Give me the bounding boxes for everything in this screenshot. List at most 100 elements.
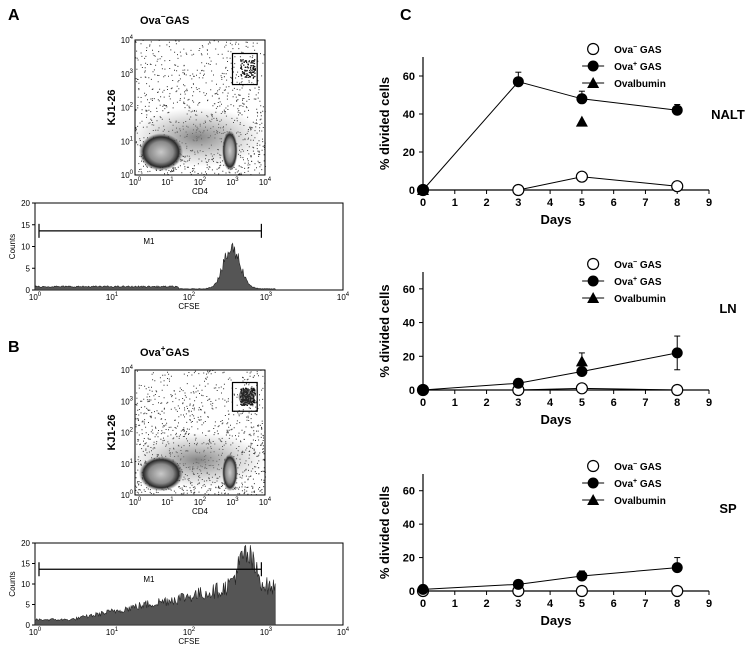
histogram-frame — [34, 202, 344, 291]
histogram-y-tick-label: 10 — [21, 243, 30, 252]
log-tick-label: 100 — [121, 490, 134, 500]
y-tick-label: 40 — [403, 318, 415, 330]
log-tick-label: 103 — [260, 292, 273, 302]
log-tick-label: 104 — [259, 497, 272, 507]
population-cd4-pos — [222, 453, 238, 492]
x-tick-label: 3 — [515, 397, 521, 409]
x-tick-label: 3 — [515, 197, 521, 209]
histogram-y-tick-label: 0 — [26, 286, 31, 295]
series-line — [422, 352, 678, 391]
marker-filled-circle — [417, 583, 429, 595]
log-tick-label: 101 — [121, 136, 134, 146]
marker-filled-triangle — [587, 77, 600, 88]
x-tick-label: 0 — [420, 598, 426, 610]
y-tick-label: 60 — [403, 71, 415, 83]
marker-filled-circle — [587, 60, 599, 72]
log-tick-label: 102 — [121, 428, 134, 438]
y-tick-label: 60 — [403, 284, 415, 296]
line-chart-ln: 0 1 2 3 4 5 6 7 8 9 0 20 40 60 Days % divided cells LN Ov… — [377, 257, 737, 427]
marker-open-circle — [671, 180, 684, 193]
histogram-y-tick-label: 20 — [21, 199, 30, 208]
marker-filled-circle — [512, 578, 524, 590]
dotplot-frame — [134, 369, 266, 496]
x-tick-label: 8 — [674, 197, 680, 209]
log-tick-label: 101 — [106, 292, 119, 302]
y-tick-label: 40 — [403, 109, 415, 121]
marker-filled-triangle — [417, 184, 429, 195]
x-tick-label: 1 — [452, 197, 458, 209]
gated-cluster — [240, 59, 256, 79]
marker-open-circle — [671, 584, 684, 598]
line-chart-nalt: 0 1 2 3 4 5 6 7 8 9 0 20 40 60 Days % divided cells NALT… — [377, 42, 745, 227]
marker-filled-circle — [417, 384, 429, 396]
log-tick-label: 101 — [161, 177, 174, 187]
y-tick-label: 0 — [409, 185, 415, 197]
panel-label-a: A — [8, 7, 20, 24]
y-axis-label: % divided cells — [377, 486, 392, 579]
histogram-y-tick-label: 5 — [26, 601, 31, 610]
tissue-label: NALT — [711, 107, 745, 122]
marker-open-circle — [587, 42, 600, 56]
histogram-y-tick-label: 15 — [21, 221, 30, 230]
log-tick-label: 100 — [121, 170, 134, 180]
marker-filled-triangle — [587, 292, 600, 303]
x-tick-label: 4 — [547, 598, 554, 610]
y-tick-label: 60 — [403, 486, 415, 498]
legend-label: Ovalbumin — [614, 79, 666, 90]
log-tick-label: 103 — [226, 497, 239, 507]
gated-cluster-core — [238, 388, 254, 405]
x-tick-label: 0 — [420, 197, 426, 209]
legend-label: Ova+ GAS — [614, 61, 662, 73]
x-tick-label: 7 — [642, 197, 648, 209]
log-tick-label: 103 — [226, 177, 239, 187]
marker-filled-circle — [576, 570, 588, 582]
x-tick-label: 8 — [674, 598, 680, 610]
histogram-x-label: CFSE — [178, 637, 199, 646]
legend-label: Ova− GAS — [614, 44, 662, 56]
log-tick-label: 102 — [183, 292, 196, 302]
marker-filled-circle — [587, 477, 599, 489]
panel-a-title: Ova−GAS — [140, 12, 189, 27]
marker-filled-triangle — [575, 355, 588, 367]
x-axis-label: Days — [540, 412, 571, 427]
dotplot-frame — [134, 39, 266, 176]
marker-m1-label: M1 — [143, 575, 155, 584]
marker-open-circle — [512, 183, 525, 197]
dotplot-y-label: KJ1-26 — [106, 89, 118, 125]
panel-b-title: Ova+GAS — [140, 344, 189, 359]
x-tick-label: 4 — [547, 197, 554, 209]
log-tick-label: 102 — [194, 497, 207, 507]
x-tick-label: 1 — [452, 598, 458, 610]
y-tick-label: 0 — [409, 385, 415, 397]
legend-label: Ovalbumin — [614, 496, 666, 507]
x-tick-label: 6 — [611, 598, 617, 610]
y-tick-label: 20 — [403, 147, 415, 159]
log-tick-label: 104 — [337, 292, 350, 302]
x-tick-label: 6 — [611, 397, 617, 409]
x-tick-label: 9 — [706, 397, 712, 409]
log-tick-label: 101 — [121, 459, 134, 469]
legend-label: Ovalbumin — [614, 294, 666, 305]
histogram-distribution — [34, 242, 276, 291]
dotplot-y-label: KJ1-26 — [106, 414, 118, 450]
x-tick-label: 2 — [483, 197, 489, 209]
histogram-b: 0 5 10 15 20 Counts 100 101 102 103 104 CFSE M1 — [8, 539, 350, 646]
marker-filled-triangle — [587, 494, 600, 505]
marker-open-circle — [575, 382, 588, 395]
x-tick-label: 5 — [579, 197, 585, 209]
series-line — [422, 567, 678, 590]
panel-label-c: C — [400, 7, 412, 24]
histogram-distribution — [34, 544, 276, 626]
histogram-x-label: CFSE — [178, 302, 199, 311]
population-cd4-neg — [138, 456, 184, 492]
marker-filled-circle — [576, 365, 588, 377]
log-tick-label: 100 — [129, 177, 142, 187]
histogram-y-tick-label: 0 — [26, 621, 31, 630]
y-axis-label: % divided cells — [377, 284, 392, 377]
marker-filled-circle — [512, 377, 524, 389]
dotplot-x-label: CD4 — [192, 507, 209, 516]
log-tick-label: 101 — [161, 497, 174, 507]
